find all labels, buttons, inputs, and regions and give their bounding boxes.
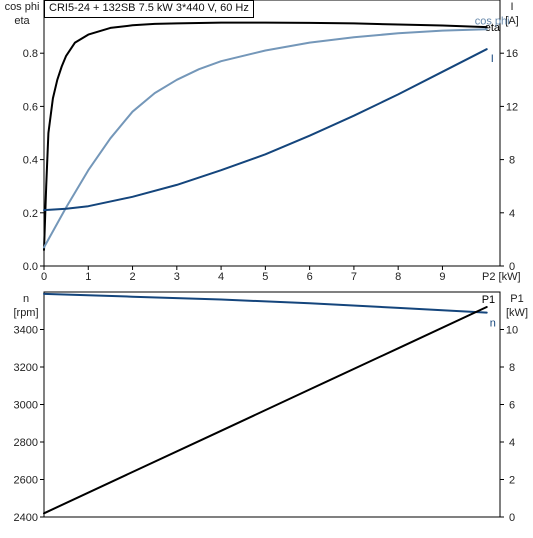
x-axis-title: P2 [kW] <box>482 271 521 283</box>
x-tick-label: 1 <box>85 271 91 283</box>
bottom-left-tick-label: 3200 <box>14 362 38 374</box>
x-tick-label: 2 <box>129 271 135 283</box>
bottom-left-tick-label: 2400 <box>14 512 38 524</box>
x-tick-label: 8 <box>395 271 401 283</box>
top-right-tick-label: 4 <box>509 208 515 220</box>
top-right-tick-label: 8 <box>509 155 515 167</box>
bottom-right-tick-label: 0 <box>509 512 515 524</box>
top-right-tick-label: 16 <box>506 48 518 60</box>
x-tick-label: 4 <box>218 271 224 283</box>
top-left-tick-label: 0.4 <box>23 155 38 167</box>
bottom-series-p1-line <box>43 306 488 515</box>
bottom-right-tick-label: 2 <box>509 475 515 487</box>
bottom-series-n-line <box>43 292 488 314</box>
x-tick-label: 7 <box>351 271 357 283</box>
top-series-eta-label: eta <box>485 22 501 34</box>
top-left-tick-label: 0.0 <box>23 261 38 273</box>
x-tick-label: 9 <box>439 271 445 283</box>
left-axis-title: eta <box>14 15 30 27</box>
left-axis-title: cos phi <box>5 1 40 13</box>
bottom-series-n-label: n <box>490 318 496 330</box>
bottom-left-tick-label: 3000 <box>14 400 38 412</box>
x-tick-label: 0 <box>41 271 47 283</box>
bottom-right-tick-label: 8 <box>509 362 515 374</box>
top-right-tick-label: 0 <box>509 261 515 273</box>
top-series-i-line <box>43 48 488 212</box>
top-series-cos-phi-label: cos phi <box>475 15 510 27</box>
top-series-i-label: I <box>491 53 494 65</box>
right-axis-title: I <box>510 1 513 13</box>
x-tick-label: 3 <box>174 271 180 283</box>
bottom-left-tick-label: 2600 <box>14 475 38 487</box>
top-left-tick-label: 0.8 <box>23 48 38 60</box>
bottom-right-tick-label: 4 <box>509 437 515 449</box>
x-tick-label: 5 <box>262 271 268 283</box>
bottom-right-tick-label: 6 <box>509 400 515 412</box>
right-axis-title: [kW] <box>506 307 528 319</box>
top-left-tick-label: 0.2 <box>23 208 38 220</box>
top-left-tick-label: 0.6 <box>23 101 38 113</box>
top-plot-frame <box>43 0 501 267</box>
bottom-right-tick-label: 10 <box>506 325 518 337</box>
left-axis-title: [rpm] <box>13 307 38 319</box>
right-axis-title: [A] <box>505 15 518 27</box>
top-series-cos-phi-line <box>43 28 488 249</box>
top-series-eta-line <box>43 21 488 251</box>
top-right-tick-label: 12 <box>506 101 518 113</box>
x-tick-label: 6 <box>307 271 313 283</box>
left-axis-title: n <box>23 293 29 305</box>
bottom-left-tick-label: 2800 <box>14 437 38 449</box>
chart-header-title: CRI5-24 + 132SB 7.5 kW 3*440 V, 60 Hz <box>44 0 254 18</box>
bottom-left-tick-label: 3400 <box>14 325 38 337</box>
bottom-series-p1-label: P1 <box>482 294 495 306</box>
right-axis-title: P1 <box>510 293 523 305</box>
bottom-plot-frame <box>43 291 501 518</box>
